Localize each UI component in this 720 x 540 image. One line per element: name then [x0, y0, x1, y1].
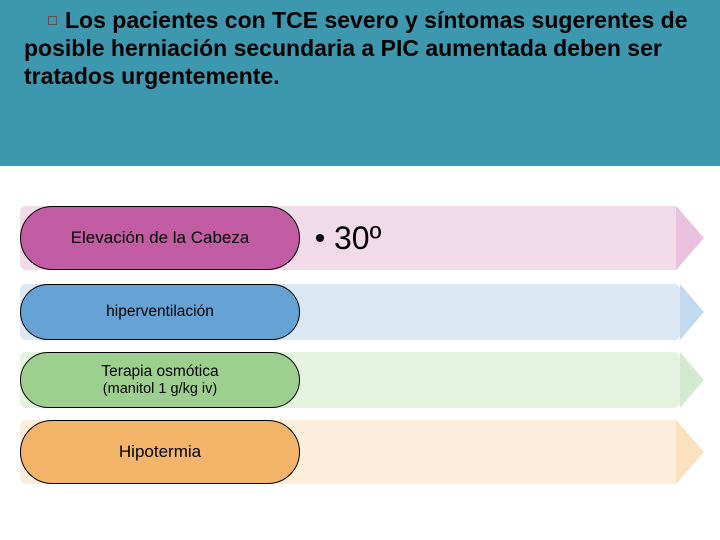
arrow-head-icon: [680, 284, 704, 340]
pill-label: Elevación de la Cabeza: [71, 228, 250, 248]
rows-container: Elevación de la Cabeza 30º hiperventilació…: [20, 206, 700, 498]
treatment-row: Hipotermia: [20, 420, 700, 484]
pill-label: Hipotermia: [119, 442, 201, 462]
header-text: Los pacientes con TCE severo y síntomas …: [24, 7, 688, 89]
treatment-pill: Elevación de la Cabeza: [20, 206, 300, 270]
pill-label: hiperventilación: [106, 303, 214, 321]
row-value: 30º: [316, 206, 381, 270]
treatment-pill: Terapia osmótica(manitol 1 g/kg iv): [20, 352, 300, 408]
row-value-text: 30º: [334, 220, 381, 257]
treatment-row: Elevación de la Cabeza 30º: [20, 206, 700, 270]
treatment-pill: hiperventilación: [20, 284, 300, 340]
bullet-dot-icon: [316, 234, 324, 242]
bullet-icon: [48, 16, 57, 25]
treatment-pill: Hipotermia: [20, 420, 300, 484]
header-band: Los pacientes con TCE severo y síntomas …: [0, 0, 720, 166]
pill-label-secondary: (manitol 1 g/kg iv): [103, 381, 217, 397]
treatment-row: Terapia osmótica(manitol 1 g/kg iv): [20, 352, 700, 408]
pill-label: Terapia osmótica: [101, 363, 218, 381]
arrow-head-icon: [680, 352, 704, 408]
arrow-head-icon: [676, 206, 704, 270]
treatment-row: hiperventilación: [20, 284, 700, 340]
arrow-head-icon: [676, 420, 704, 484]
